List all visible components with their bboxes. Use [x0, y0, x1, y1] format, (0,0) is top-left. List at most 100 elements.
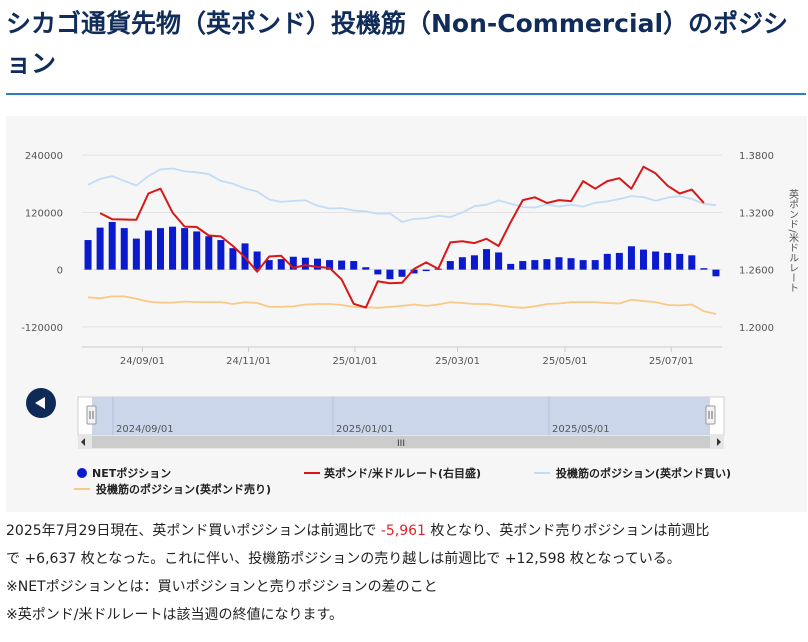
legend-item-rate[interactable]: 英ポンド/米ドルレート(右目盛)	[304, 466, 481, 480]
legend-item-net[interactable]: NETポジション	[77, 466, 171, 480]
net-position-bar	[543, 259, 551, 270]
net-position-bar	[326, 260, 334, 270]
right-axis-title: 英ポンド/米ドルレート	[787, 188, 799, 293]
right-tick-label: 1.3800	[739, 151, 774, 162]
series-lines	[87, 165, 717, 315]
legend-item-long[interactable]: 投機筋のポジション(英ポンド買い)	[534, 466, 731, 480]
net-position-bar	[120, 228, 128, 270]
description-text: 枚となり、英ポンド売りポジションは前週比	[425, 523, 710, 539]
net-position-bar	[108, 221, 116, 270]
net-position-bar	[84, 240, 92, 270]
note-net-position: ※NETポジションとは：買いポジションと売りポジションの差のこと	[6, 579, 438, 595]
legend-label-short: 投機筋のポジション(英ポンド売り)	[96, 482, 271, 496]
navigator[interactable]: 2024/09/01 2025/01/01 2025/05/01	[77, 396, 725, 436]
net-position-bar	[603, 253, 611, 270]
navigator-left-handle[interactable]	[86, 405, 97, 425]
net-position-bar	[422, 269, 430, 272]
left-tick-label: -120000	[21, 323, 63, 334]
left-tick-label: 240000	[25, 151, 63, 162]
net-position-bar	[579, 260, 587, 270]
net-position-bar	[688, 255, 696, 270]
net-position-bar	[700, 268, 708, 270]
x-tick-label: 24/11/01	[226, 356, 271, 367]
description-line-2: で +6,637 枚となった。これに伴い、投機筋ポジションの売り越しは前週比で …	[6, 551, 681, 567]
net-position-bar	[96, 227, 104, 270]
legend-label-net: NETポジション	[92, 466, 171, 480]
net-position-bar	[410, 269, 418, 274]
x-tick-label: 25/05/01	[543, 356, 588, 367]
net-position-bar	[627, 246, 635, 270]
net-position-bar	[217, 240, 225, 270]
back-arrow-icon	[35, 397, 45, 409]
net-position-bar	[519, 261, 527, 270]
scroll-left-arrow-icon[interactable]	[81, 438, 85, 446]
net-position-bar	[567, 258, 575, 270]
net-position-bar	[591, 260, 599, 270]
net-position-bar	[555, 257, 563, 270]
long-change-value: -5,961	[380, 523, 426, 539]
net-position-bars	[84, 221, 720, 280]
net-position-bar	[386, 269, 394, 280]
left-axis: 240000 120000 0 -120000	[21, 151, 63, 334]
net-position-bar	[253, 251, 261, 270]
x-tick-label: 24/09/01	[120, 356, 165, 367]
net-position-bar	[193, 231, 201, 270]
net-position-bar	[181, 228, 189, 270]
description-line-1: 2025年7月29日現在、英ポンド買いポジションは前週比で -5,961 枚とな…	[6, 517, 806, 545]
navigator-selection[interactable]	[92, 397, 710, 435]
navigator-date-label: 2025/01/01	[336, 424, 394, 435]
right-tick-label: 1.3200	[739, 208, 774, 219]
long-position-line	[87, 167, 717, 223]
note-rate: ※英ポンド/米ドルレートは該当週の終値になります。	[6, 607, 344, 623]
net-position-bar	[470, 255, 478, 270]
right-tick-label: 1.2000	[739, 323, 774, 334]
scrollbar-thumb[interactable]	[92, 436, 710, 448]
net-position-bar	[652, 251, 660, 270]
net-position-bar	[676, 253, 684, 270]
net-position-bar	[144, 230, 152, 270]
cot-position-chart: 240000 120000 0 -120000 1.3800 1.3200 1.2600 1…	[21, 151, 799, 496]
net-position-bar	[531, 260, 539, 270]
x-tick-label: 25/03/01	[435, 356, 480, 367]
net-position-bar	[483, 249, 491, 270]
scrollbar-grip-icon: III	[397, 439, 405, 449]
legend-label-rate: 英ポンド/米ドルレート(右目盛)	[323, 466, 481, 480]
net-position-bar	[640, 249, 648, 270]
rate-line	[99, 165, 705, 309]
net-position-bar	[350, 261, 358, 270]
net-position-bar	[156, 228, 164, 270]
net-position-bar	[495, 252, 503, 270]
legend-label-long: 投機筋のポジション(英ポンド買い)	[556, 466, 731, 480]
navigator-date-label: 2024/09/01	[116, 424, 174, 435]
navigator-right-handle[interactable]	[705, 405, 716, 425]
x-tick-label: 25/07/01	[649, 356, 694, 367]
net-position-bar	[229, 248, 237, 270]
back-button[interactable]	[26, 388, 56, 418]
legend-swatch-net-icon	[77, 468, 87, 478]
navigator-date-label: 2025/05/01	[552, 424, 610, 435]
page-title: シカゴ通貨先物（英ポンド）投機筋（Non-Commercial）のポジション	[6, 9, 789, 78]
x-tick-label: 25/01/01	[332, 356, 377, 367]
left-tick-label: 0	[57, 266, 63, 277]
net-position-bar	[301, 257, 309, 270]
net-position-bar	[374, 269, 382, 275]
net-position-bar	[205, 236, 213, 270]
right-tick-label: 1.2600	[739, 266, 774, 277]
description: 2025年7月29日現在、英ポンド買いポジションは前週比で -5,961 枚とな…	[6, 517, 806, 629]
left-tick-label: 120000	[25, 208, 63, 219]
net-position-bar	[615, 252, 623, 270]
net-position-bar	[712, 269, 720, 277]
short-position-line	[87, 295, 717, 315]
net-position-bar	[664, 252, 672, 270]
net-position-bar	[398, 269, 406, 277]
scrollbar[interactable]: III	[78, 435, 724, 449]
scroll-right-arrow-icon[interactable]	[717, 438, 721, 446]
legend-item-short[interactable]: 投機筋のポジション(英ポンド売り)	[74, 482, 271, 496]
net-position-bar	[265, 260, 273, 270]
net-position-bar	[277, 259, 285, 270]
net-position-bar	[458, 257, 466, 270]
title-divider	[6, 93, 806, 95]
net-position-bar	[169, 226, 177, 270]
net-position-bar	[338, 260, 346, 270]
x-axis: 24/09/01 24/11/01 25/01/01 25/03/01 25/05/01…	[82, 346, 722, 367]
